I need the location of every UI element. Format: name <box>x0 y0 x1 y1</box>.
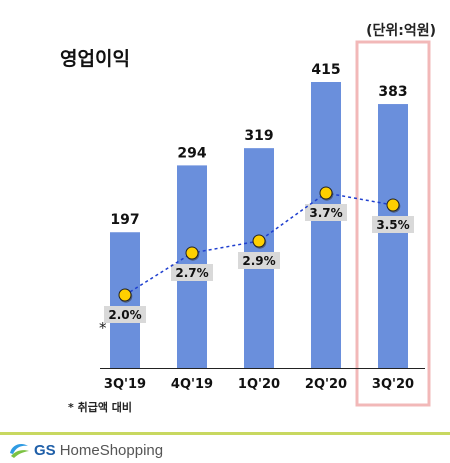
highlight-box <box>355 40 431 407</box>
bar-value-label: 383 <box>378 84 407 100</box>
ratio-label: 2.9% <box>242 254 275 268</box>
ratio-label-bg <box>372 216 414 233</box>
footer-rule <box>0 432 450 435</box>
ratio-label-bg <box>305 204 347 221</box>
ratio-label-bg <box>171 264 213 281</box>
ratio-marker <box>386 198 400 212</box>
chart-title: 영업이익 <box>60 48 130 70</box>
ratio-label: 3.5% <box>376 218 409 232</box>
bar-value-label: 197 <box>110 212 139 228</box>
ratio-marker <box>118 288 132 302</box>
ratio-marker <box>185 246 199 260</box>
x-tick-label: 3Q'19 <box>104 377 146 392</box>
x-tick-label: 4Q'19 <box>171 377 213 392</box>
gs-swoosh-icon <box>10 444 29 458</box>
x-tick-label: 3Q'20 <box>372 377 414 392</box>
bar-value-label: 294 <box>177 145 206 161</box>
x-tick-label: 1Q'20 <box>238 377 280 392</box>
bar-value-label: 319 <box>244 128 273 144</box>
ratio-label: 2.0% <box>108 308 141 322</box>
bar <box>311 82 341 368</box>
x-tick-label: 2Q'20 <box>305 377 347 392</box>
ratio-label: 3.7% <box>309 206 342 220</box>
brand-mark: GS <box>34 441 56 459</box>
unit-label: (단위:억원) <box>366 23 436 39</box>
brand-name: HomeShopping <box>59 441 164 459</box>
bar <box>378 104 408 368</box>
ratio-line <box>124 192 394 296</box>
footnote-marker: * <box>99 319 107 337</box>
ratio-label: 2.7% <box>175 266 208 280</box>
ratio-label-bg <box>238 252 280 269</box>
ratio-label-bg <box>104 306 146 323</box>
ratio-marker <box>252 234 266 248</box>
ratio-marker <box>319 186 333 200</box>
footnote: * 취급액 대비 <box>68 401 133 414</box>
brand-logo: GS HomeShopping <box>8 440 163 460</box>
bar-value-label: 415 <box>311 62 340 78</box>
